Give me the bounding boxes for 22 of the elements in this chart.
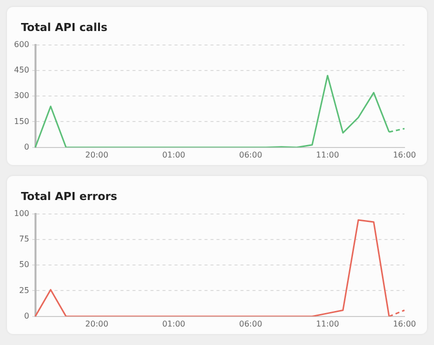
x-tick-label: 01:00 [162, 150, 186, 160]
x-tick-label: 11:00 [316, 150, 340, 160]
x-tick-label: 20:00 [85, 319, 108, 328]
x-tick-label: 01:00 [162, 319, 186, 328]
chart-title: Total API errors [21, 190, 118, 203]
x-tick-label: 16:00 [392, 150, 416, 160]
y-tick-label: 50 [19, 260, 30, 270]
y-tick-label: 100 [14, 208, 30, 218]
y-tick-label: 450 [14, 66, 30, 75]
x-tick-label: 06:00 [239, 150, 262, 160]
x-tick-label: 06:00 [239, 319, 262, 328]
x-tick-label: 11:00 [316, 319, 340, 328]
chart-title: Total API calls [21, 21, 108, 34]
y-tick-label: 0 [24, 311, 30, 320]
y-tick-label: 150 [14, 116, 30, 126]
y-tick-label: 25 [19, 286, 30, 295]
y-tick-label: 300 [14, 91, 30, 100]
y-tick-label: 75 [19, 234, 30, 244]
y-tick-label: 600 [14, 40, 30, 49]
x-tick-label: 16:00 [392, 319, 416, 328]
x-tick-label: 20:00 [85, 150, 108, 160]
y-tick-label: 0 [24, 142, 30, 152]
